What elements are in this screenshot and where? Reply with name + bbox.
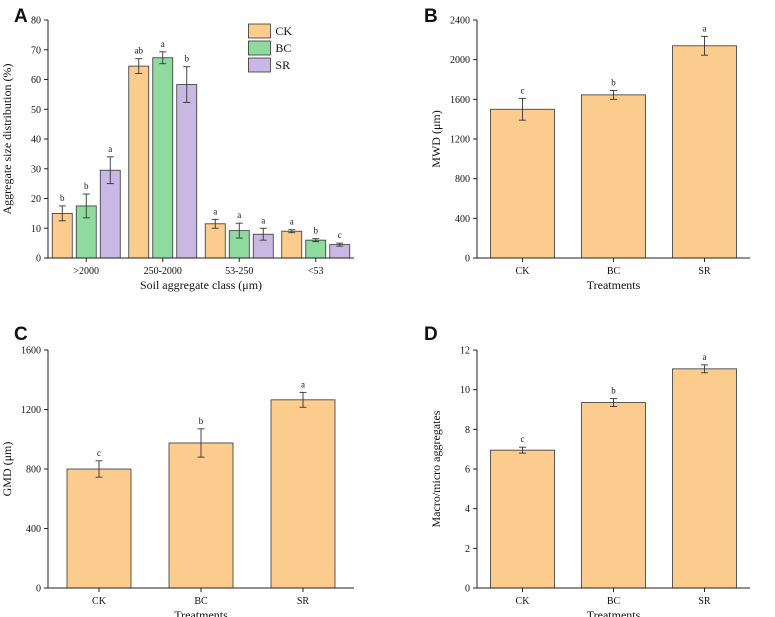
significance-label: c [521,434,525,444]
x-tick-label: CK [516,596,531,607]
bar-sr [176,84,198,259]
y-tick-label: 1600 [450,95,470,106]
significance-label: b [314,226,319,236]
bar-ck [66,468,132,589]
significance-label: ab [135,46,144,56]
x-axis-label: Treatments [174,608,228,617]
y-tick-label: 1600 [21,346,41,357]
y-tick-label: 60 [31,75,41,86]
y-axis-label: Macro/micro aggregates [429,410,443,527]
y-tick-label: 50 [31,105,41,116]
significance-label: b [185,54,190,64]
x-tick-label: SR [698,596,711,607]
significance-label: b [84,181,89,191]
significance-label: c [97,448,101,458]
x-tick-label: BC [607,596,621,607]
y-tick-label: 6 [465,465,470,476]
x-tick-label: BC [194,596,208,607]
x-tick-label: 250-2000 [144,266,182,277]
y-tick-label: 0 [36,254,41,265]
bar-bc [305,239,327,259]
legend-label-bc: BC [275,41,291,55]
y-tick-label: 400 [26,524,41,535]
y-tick-label: 2400 [450,16,470,27]
bar-bc [581,94,646,259]
significance-label: a [703,23,707,33]
y-tick-label: 12 [460,346,470,357]
legend-swatch-bc [248,40,271,56]
x-tick-label: CK [92,596,107,607]
x-tick-label: SR [297,596,310,607]
significance-label: b [611,386,616,396]
significance-label: a [703,352,707,362]
significance-label: a [213,206,217,216]
y-tick-label: 800 [26,465,41,476]
bar-sr [270,399,336,589]
x-axis-label: Treatments [587,278,641,292]
significance-label: a [237,210,241,220]
significance-label: a [290,217,294,227]
x-tick-label: 53-250 [225,266,253,277]
y-tick-label: 400 [455,214,470,225]
y-tick-label: 10 [460,385,470,396]
y-tick-label: 2000 [450,55,470,66]
y-tick-label: 1200 [450,135,470,146]
significance-label: b [611,77,616,87]
y-tick-label: 20 [31,194,41,205]
y-tick-label: 2 [465,544,470,555]
y-axis-label: GMD (μm) [0,442,14,497]
x-tick-label: >2000 [73,266,99,277]
y-tick-label: 4 [465,504,470,515]
bar-bc [168,442,234,589]
y-tick-label: 0 [36,584,41,595]
y-tick-label: 8 [465,425,470,436]
x-tick-label: SR [698,266,711,277]
y-tick-label: 1200 [21,405,41,416]
bar-sr [672,45,737,259]
x-tick-label: CK [516,266,531,277]
bar-ck [204,223,226,259]
legend-swatch-sr [248,57,271,73]
significance-label: a [108,144,112,154]
bar-ck [490,449,555,589]
panel-letter-A: A [14,6,28,27]
bar-sr [672,368,737,589]
y-tick-label: 80 [31,16,41,27]
y-tick-label: 800 [455,174,470,185]
bar-bc [581,402,646,589]
legend-label-sr: SR [275,58,290,72]
y-tick-label: 30 [31,164,41,175]
significance-label: a [261,215,265,225]
y-tick-label: 10 [31,224,41,235]
y-tick-label: 40 [31,135,41,146]
legend-label-ck: CK [275,24,292,38]
panel-letter-B: B [424,6,438,27]
significance-label: b [60,193,65,203]
significance-label: c [338,230,342,240]
y-tick-label: 0 [465,584,470,595]
panel-letter-D: D [424,324,438,345]
legend-swatch-ck [248,23,271,39]
bar-ck [281,230,303,259]
bar-ck [490,108,555,259]
x-tick-label: <53 [308,266,324,277]
panel-letter-C: C [14,324,28,345]
x-axis-label: Treatments [587,608,641,617]
significance-label: c [521,85,525,95]
y-tick-label: 70 [31,45,41,56]
y-tick-label: 0 [465,254,470,265]
bar-bc [152,57,174,259]
y-axis-label: MWD (μm) [429,110,443,167]
significance-label: a [301,379,305,389]
bar-sr [329,244,351,259]
bar-ck [128,65,150,259]
significance-label: a [161,39,165,49]
x-axis-label: Soil aggregate class (μm) [140,278,262,292]
y-axis-label: Aggregate size distribution (%) [0,64,14,215]
significance-label: b [199,416,204,426]
x-tick-label: BC [607,266,621,277]
